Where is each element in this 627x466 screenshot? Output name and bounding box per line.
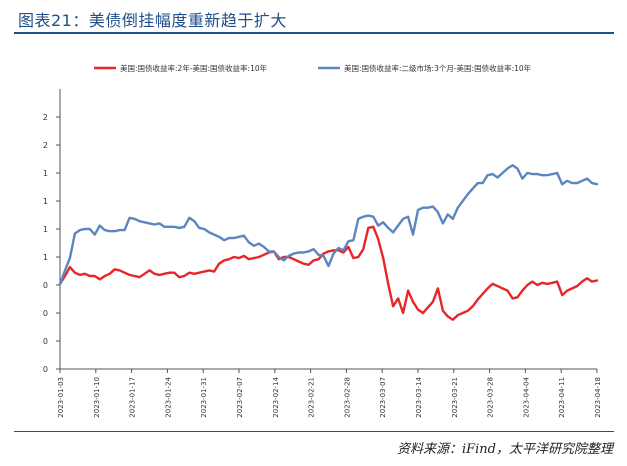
x-tick-label: 2023-01-10 [93,377,101,418]
x-tick-label: 2023-03-28 [487,377,495,418]
chart-area: 美国:国债收益率:2年-美国:国债收益率:10年 美国:国债收益率:二级市场:3个… [0,34,627,429]
y-tick-label: 1 [43,225,48,234]
series-line-1 [58,225,599,321]
x-tick-label: 2023-01-17 [129,377,137,418]
x-tick-label: 2023-01-24 [164,376,172,417]
y-tick-label: 0 [43,365,48,374]
series-line-2 [58,163,599,286]
bottom-divider [14,431,614,432]
page-title: 图表21：美债倒挂幅度重新趋于扩大 [18,11,287,30]
line-chart: 美国:国债收益率:2年-美国:国债收益率:10年 美国:国债收益率:二级市场:3个… [43,63,602,418]
y-tick-label: 1 [43,197,48,206]
x-tick-label: 2023-02-21 [308,377,316,418]
y-tick-label: 0 [43,309,48,318]
title-bar: 图表21：美债倒挂幅度重新趋于扩大 [14,4,614,34]
y-tick-label: 0 [43,281,48,290]
x-tick-label: 2023-03-21 [451,377,459,418]
y-tick-label: 0 [43,337,48,346]
x-tick-label: 2023-04-04 [522,376,530,417]
chart-legend: 美国:国债收益率:2年-美国:国债收益率:10年 美国:国债收益率:二级市场:3个… [94,63,532,73]
chart-axes: 0 0 0 0 1 1 1 1 2 2 2023-01-03 2023-01-10 2023-01-17… [43,89,602,418]
x-tick-label: 2023-02-28 [343,377,351,418]
y-tick-label: 2 [43,113,48,122]
x-tick-label: 2023-01-31 [200,377,208,418]
legend-label-2: 美国:国债收益率:二级市场:3个月-美国:国债收益率:10年 [344,63,532,73]
source-note: 资料来源：iFind，太平洋研究院整理 [396,442,613,457]
x-tick-label: 2023-03-07 [379,377,387,418]
x-tick-label: 2023-02-14 [272,376,280,417]
x-tick-label: 2023-02-07 [236,377,244,418]
x-tick-label: 2023-04-11 [558,377,566,418]
x-tick-label: 2023-01-03 [57,377,65,418]
y-tick-label: 2 [43,141,48,150]
x-tick-label: 2023-04-18 [594,377,602,418]
x-tick-label: 2023-03-14 [415,376,423,417]
legend-label-1: 美国:国债收益率:2年-美国:国债收益率:10年 [120,63,268,73]
y-tick-label: 1 [43,169,48,178]
chart-plot-area [58,163,599,321]
y-tick-label: 1 [43,253,48,262]
